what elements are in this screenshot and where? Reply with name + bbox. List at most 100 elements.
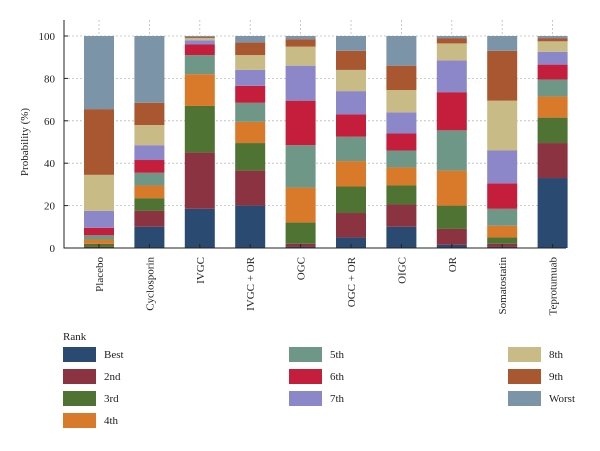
- legend-swatch: [508, 391, 541, 406]
- bar-segment: [336, 136, 366, 162]
- bar-segment: [235, 36, 266, 43]
- bar-segment: [134, 210, 165, 227]
- y-tick-label: 20: [44, 201, 56, 213]
- bar-segment: [537, 41, 568, 52]
- bar-segment: [537, 96, 568, 118]
- x-tick-label: OGC: [296, 257, 308, 280]
- y-axis-title: Probability (%): [19, 108, 31, 176]
- legend-label: 6th: [330, 371, 345, 383]
- bar-segment: [436, 228, 467, 245]
- bar-segment: [537, 51, 568, 65]
- x-tick-label: Teprotumuab: [548, 257, 560, 316]
- x-tick-label: OGC + OR: [346, 256, 358, 307]
- bar-segment: [336, 237, 366, 248]
- bar-segment: [184, 36, 215, 38]
- bar-segment: [235, 102, 266, 122]
- y-tick-label: 40: [44, 158, 56, 170]
- bar-segment: [336, 161, 366, 187]
- bar-segment: [386, 133, 417, 151]
- bar-segment: [235, 143, 266, 171]
- bar-segment: [235, 42, 266, 56]
- bar-segment: [285, 36, 316, 40]
- x-tick-labels: Placebo Cyclosporin IVGC IVGC + OR OGC OGC + …: [94, 256, 560, 315]
- bar-segment: [487, 100, 518, 151]
- y-tick-labels: 0 20 40 60 80 100: [39, 31, 56, 255]
- bar-segment: [285, 187, 316, 223]
- bar-segment: [487, 225, 518, 238]
- bars: [84, 36, 568, 248]
- bar-segment: [386, 90, 417, 113]
- legend-swatch: [508, 369, 541, 384]
- bar-segment: [134, 198, 165, 211]
- legend-title: Rank: [63, 331, 87, 343]
- x-tick-label: OIGC: [396, 257, 408, 284]
- legend-swatch: [289, 369, 322, 384]
- bar-segment: [84, 36, 114, 110]
- bar-segment: [235, 170, 266, 206]
- bar-segment: [184, 208, 215, 248]
- bar-segment: [336, 186, 366, 214]
- legend-label: 5th: [330, 349, 345, 361]
- x-tick-label: Cyclosporin: [144, 257, 156, 311]
- bar-segment: [285, 100, 316, 146]
- bar-segment: [436, 130, 467, 171]
- legend-label: 9th: [549, 371, 564, 383]
- bar-segment: [184, 55, 215, 75]
- bar-segment: [386, 167, 417, 186]
- bar-segment: [285, 145, 316, 188]
- x-tick-label: IVGC: [195, 257, 207, 284]
- y-tick-label: 60: [44, 116, 56, 128]
- bar-segment: [436, 38, 467, 44]
- x-tick-label: OR: [447, 256, 459, 272]
- bar-segment: [184, 38, 215, 41]
- bar-segment: [184, 44, 215, 56]
- axes: [63, 20, 566, 249]
- bar-segment: [84, 239, 114, 244]
- bar-segment: [235, 55, 266, 70]
- bar-segment: [386, 204, 417, 227]
- bar-segment: [487, 183, 518, 209]
- bar-segment: [184, 74, 215, 106]
- bar-segment: [436, 43, 467, 61]
- legend-label: 2nd: [104, 371, 121, 383]
- bar-segment: [336, 91, 366, 115]
- bar-segment: [487, 150, 518, 184]
- bar-segment: [84, 210, 114, 228]
- bar-segment: [436, 205, 467, 229]
- bar-segment: [386, 150, 417, 168]
- bar-segment: [84, 109, 114, 175]
- bar-segment: [386, 36, 417, 66]
- bar-segment: [336, 213, 366, 238]
- bar-segment: [386, 112, 417, 134]
- bar-segment: [285, 222, 316, 244]
- bar-segment: [537, 36, 568, 39]
- bar-segment: [336, 50, 366, 70]
- bar-segment: [285, 65, 316, 101]
- legend-label: Best: [104, 349, 124, 361]
- bar-segment: [487, 50, 518, 101]
- legend-label: 3rd: [104, 393, 119, 405]
- bar-segment: [84, 227, 114, 236]
- bar-segment: [235, 205, 266, 248]
- bar-segment: [487, 208, 518, 226]
- bar-segment: [184, 105, 215, 153]
- bar-segment: [336, 114, 366, 137]
- bar-segment: [134, 160, 165, 173]
- bar-segment: [537, 79, 568, 97]
- bar-segment: [537, 38, 568, 42]
- bar-segment: [134, 102, 165, 126]
- bar-segment: [134, 185, 165, 199]
- bar-segment: [537, 117, 568, 144]
- bar-segment: [436, 36, 467, 39]
- legend-label: Worst: [549, 393, 575, 405]
- bar-segment: [134, 145, 165, 161]
- bar-segment: [386, 65, 417, 91]
- bar-segment: [134, 125, 165, 146]
- bar-segment: [537, 64, 568, 80]
- bar-segment: [134, 172, 165, 186]
- bar-segment: [285, 46, 316, 66]
- legend-swatch: [508, 347, 541, 362]
- bar-segment: [436, 60, 467, 93]
- legend-swatch: [63, 391, 96, 406]
